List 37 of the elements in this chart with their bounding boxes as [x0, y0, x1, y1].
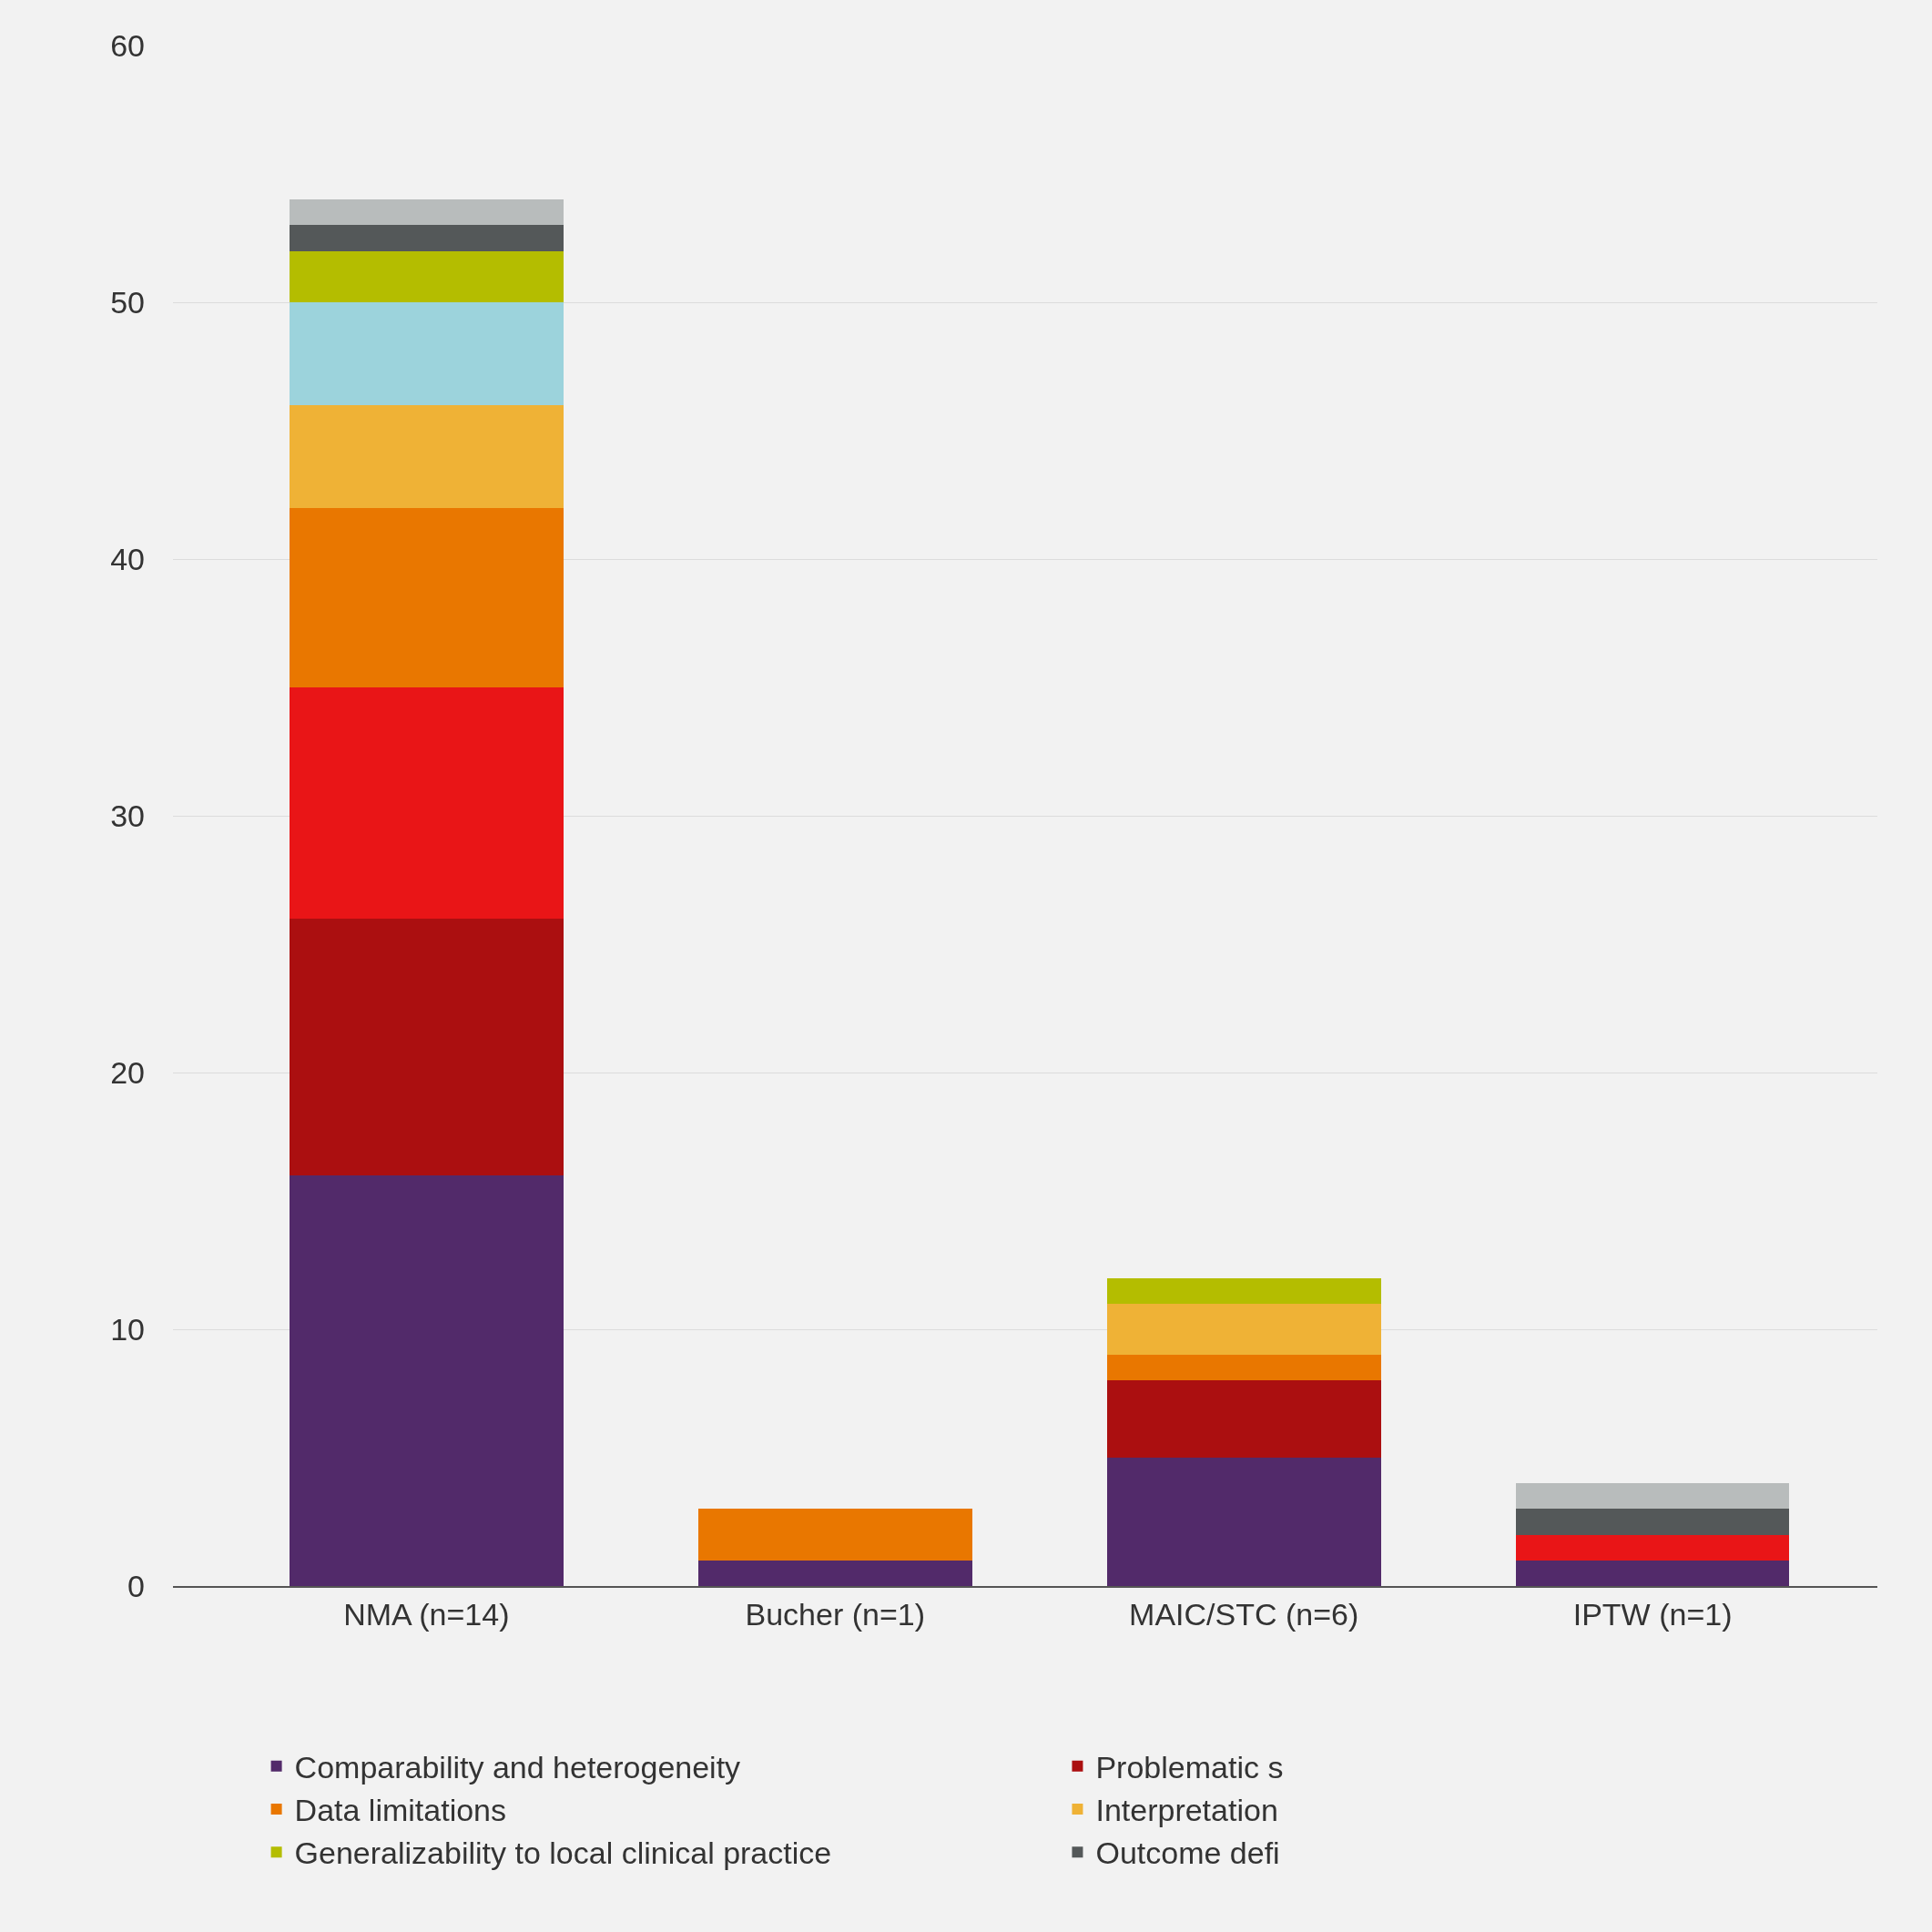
y-tick-label: 60: [110, 27, 145, 63]
bar: [289, 687, 564, 919]
legend-label: Problematic s: [1095, 1750, 1284, 1785]
bar: [1515, 1483, 1790, 1510]
y-tick-label: 30: [110, 798, 145, 833]
bar: [1515, 1534, 1790, 1561]
legend-label: Data limitations: [294, 1793, 507, 1828]
bar: [1515, 1560, 1790, 1586]
bar: [289, 507, 564, 687]
bar: [289, 1174, 564, 1586]
bar: [289, 199, 564, 226]
bar: [1106, 1303, 1381, 1356]
x-tick-label: MAIC/STC (n=6): [1129, 1596, 1359, 1632]
bar: [289, 404, 564, 508]
x-tick-label: IPTW (n=1): [1572, 1596, 1733, 1632]
legend-label: Outcome defi: [1095, 1835, 1280, 1871]
bar: [697, 1509, 972, 1561]
x-tick-label: Bucher (n=1): [745, 1596, 925, 1632]
y-tick-label: 50: [110, 284, 145, 320]
bar: [289, 225, 564, 251]
bar: [1106, 1277, 1381, 1304]
bar: [1106, 1355, 1381, 1381]
bar: [289, 302, 564, 405]
y-tick-label: 0: [127, 1568, 145, 1603]
x-tick-label: NMA (n=14): [343, 1596, 510, 1632]
bar: [289, 250, 564, 302]
bar: [697, 1560, 972, 1586]
y-tick-label: 10: [110, 1311, 145, 1347]
legend-label: Generalizability to local clinical practice: [294, 1835, 832, 1871]
bar: [1106, 1380, 1381, 1458]
bar: [1515, 1509, 1790, 1535]
y-tick-label: 40: [110, 541, 145, 576]
legend-label: Comparability and heterogeneity: [294, 1750, 741, 1785]
bar: [1106, 1458, 1381, 1586]
y-tick-label: 20: [110, 1054, 145, 1090]
bar: [289, 918, 564, 1175]
legend-label: Interpretation: [1095, 1793, 1278, 1828]
